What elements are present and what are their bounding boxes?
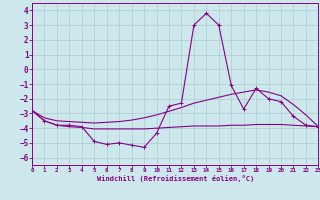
X-axis label: Windchill (Refroidissement éolien,°C): Windchill (Refroidissement éolien,°C) <box>97 175 254 182</box>
